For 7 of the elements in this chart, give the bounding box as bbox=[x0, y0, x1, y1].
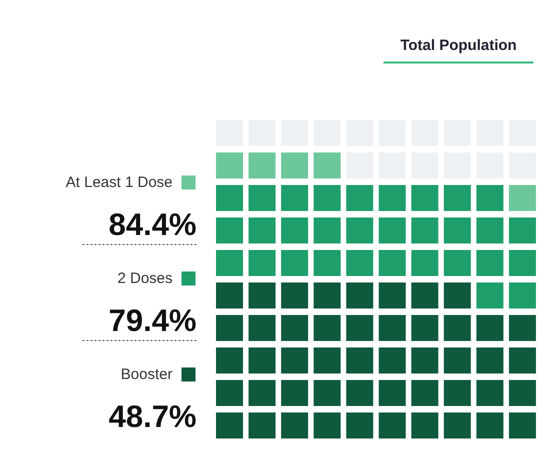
category-label: Booster bbox=[120, 366, 173, 383]
data-label: 84.4% bbox=[108, 207, 197, 242]
data-label: 48.7% bbox=[108, 399, 197, 434]
data-label: 79.4% bbox=[108, 303, 197, 338]
text: Total Population bbox=[400, 37, 517, 54]
category-label: 2 Doses bbox=[117, 270, 173, 287]
category-label: At Least 1 Dose bbox=[66, 174, 173, 191]
